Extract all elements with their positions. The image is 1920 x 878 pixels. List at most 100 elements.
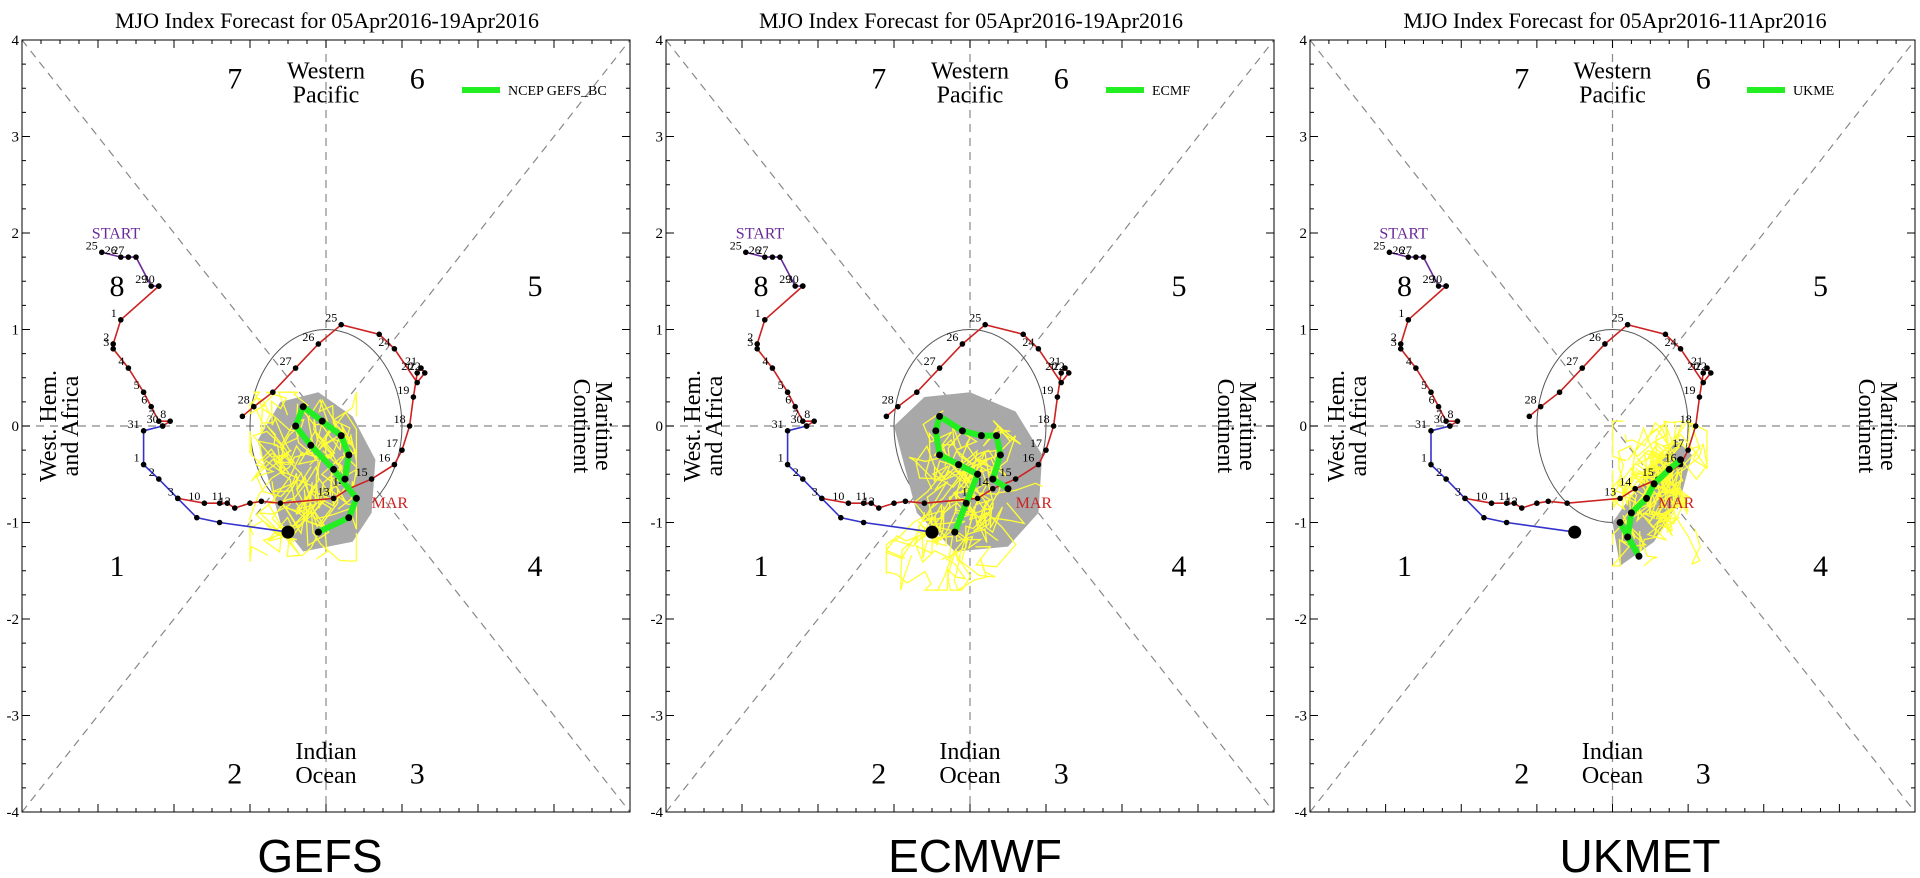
observed-day-label: 18 xyxy=(394,412,406,426)
observed-day-label: 2 xyxy=(103,330,109,344)
phase-number: 6 xyxy=(1696,63,1711,96)
observed-day-label: 26 xyxy=(105,243,117,257)
observed-day-point xyxy=(315,341,322,347)
observed-day-label: 4 xyxy=(118,354,124,368)
observed-day-label: 29 xyxy=(779,272,791,286)
observed-day-label: 11 xyxy=(856,489,868,503)
observed-day-point xyxy=(1428,428,1434,434)
forecast-day-point xyxy=(341,475,349,483)
observed-day-label: 31 xyxy=(128,417,140,431)
y-tick-label: -3 xyxy=(7,709,20,725)
observed-day-label: 8 xyxy=(804,407,810,421)
observed-day-point xyxy=(784,461,791,468)
y-tick-label: -4 xyxy=(7,805,20,821)
phase-number: 7 xyxy=(871,63,886,96)
observed-day-point xyxy=(777,254,783,260)
observed-day-label: 21 xyxy=(1691,354,1703,368)
observed-trajectory-red xyxy=(112,285,173,427)
observed-day-point xyxy=(1386,249,1393,256)
observed-day-point xyxy=(414,370,421,376)
ensemble-member-line xyxy=(296,484,358,562)
start-label: START xyxy=(92,225,141,242)
observed-day-point xyxy=(1454,418,1461,424)
ensemble-member-line xyxy=(1655,433,1708,489)
phase-number: 7 xyxy=(227,63,242,96)
observed-day-point xyxy=(216,500,223,507)
observed-day-label: 12 xyxy=(1506,494,1518,508)
ensemble-member-line xyxy=(249,465,320,557)
observed-day-point xyxy=(1545,498,1552,505)
observed-day-point xyxy=(148,283,154,289)
phase-number: 1 xyxy=(1397,550,1412,583)
observed-trajectory-blue xyxy=(1430,425,1575,533)
observed-day-label: 25 xyxy=(730,238,742,252)
phase-number: 3 xyxy=(1696,757,1711,790)
phase-number: 4 xyxy=(1172,550,1187,583)
observed-day-point xyxy=(891,500,897,507)
chart-title: MJO Index Forecast for 05Apr2016-19Apr20… xyxy=(115,8,539,33)
observed-day-label: 19 xyxy=(1683,383,1695,397)
observed-day-point xyxy=(1677,346,1684,352)
ensemble-member-line xyxy=(954,488,1017,568)
observed-day-point xyxy=(1397,346,1404,352)
observed-day-label: 18 xyxy=(1038,412,1050,426)
observed-day-label: 13 xyxy=(1604,484,1616,498)
observed-day-point xyxy=(125,254,132,260)
ensemble-member-line xyxy=(249,425,296,471)
observed-day-point xyxy=(754,341,760,347)
forecast-day-point xyxy=(1627,509,1635,517)
observed-day-point xyxy=(216,519,223,526)
ensemble-member-line xyxy=(1639,484,1689,553)
observed-day-label: 3 xyxy=(1391,335,1397,349)
observed-day-point xyxy=(1462,495,1468,502)
observed-day-point xyxy=(1692,423,1699,429)
legend-label: NCEP GEFS_BC xyxy=(508,84,607,99)
observed-day-point xyxy=(156,418,162,424)
observed-day-point xyxy=(1012,476,1019,482)
model-caption: ECMWF xyxy=(888,830,1062,878)
region-label-ocean: Ocean xyxy=(939,763,1000,789)
region-label-maritime: Maritime xyxy=(1875,381,1901,470)
observed-day-label: 25 xyxy=(86,238,98,252)
observed-day-label: 2 xyxy=(1391,330,1397,344)
observed-day-label: 30 xyxy=(147,412,159,426)
observed-day-point xyxy=(1617,495,1623,502)
region-label-ocean: Ocean xyxy=(295,763,356,789)
observed-day-label: 12 xyxy=(863,494,875,508)
y-tick-label: 0 xyxy=(656,419,664,435)
y-tick-label: -4 xyxy=(1295,805,1308,821)
forecast-day-point xyxy=(292,422,300,430)
observed-day-label: 3 xyxy=(747,335,753,349)
observed-day-label: 25 xyxy=(1612,311,1624,325)
observed-day-label: 7 xyxy=(149,407,155,421)
observed-day-label: 27 xyxy=(1400,243,1412,257)
forecast-day-point xyxy=(318,417,326,425)
observed-day-point xyxy=(1435,403,1442,410)
model-caption: UKMET xyxy=(1560,830,1721,878)
observed-day-point xyxy=(982,321,988,328)
observed-day-label: 11 xyxy=(1499,489,1511,503)
observed-day-point xyxy=(1534,500,1540,507)
observed-day-label: 3 xyxy=(1455,484,1461,498)
forecast-day-point xyxy=(989,475,997,483)
observed-day-point xyxy=(1397,341,1404,347)
forecast-day-point xyxy=(936,451,944,459)
initial-condition-marker xyxy=(1568,525,1582,539)
observed-day-point xyxy=(883,413,890,420)
observed-day-label: 29 xyxy=(1423,272,1435,286)
month-label: MAR xyxy=(1658,495,1695,512)
ensemble-member-line xyxy=(1663,420,1708,474)
ensemble-member-line xyxy=(262,481,313,554)
ensemble-member-line xyxy=(312,392,358,460)
observed-day-label: 5 xyxy=(778,378,784,392)
observed-day-label: 30 xyxy=(1430,272,1442,286)
forecast-day-point xyxy=(977,432,985,440)
observed-day-label: 2 xyxy=(793,465,799,479)
observed-trajectory-red xyxy=(1400,285,1461,427)
observed-day-point xyxy=(1443,418,1449,424)
observed-day-point xyxy=(167,418,173,424)
observed-day-point xyxy=(410,394,417,400)
observed-day-label: 16 xyxy=(378,451,390,465)
ensemble-member-line xyxy=(252,391,291,452)
observed-day-label: 24 xyxy=(1022,335,1034,349)
